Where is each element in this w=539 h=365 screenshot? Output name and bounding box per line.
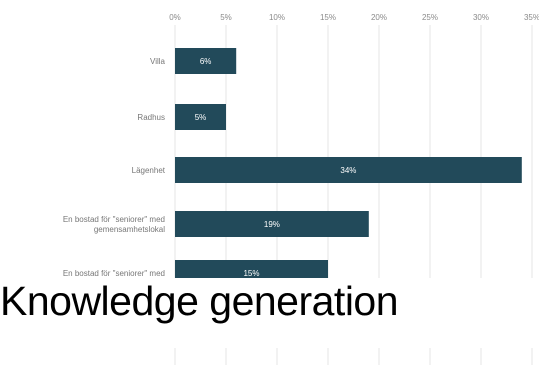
bar-value-label: 15%: [243, 269, 259, 278]
bar-value-label: 6%: [200, 57, 212, 66]
x-tick-label: 5%: [220, 13, 232, 22]
bars: [175, 48, 522, 286]
bar: [175, 48, 237, 74]
bar: [175, 211, 369, 237]
x-tick-label: 25%: [422, 13, 438, 22]
x-tick-label: 35%: [524, 13, 539, 22]
category-label: gemensamhetslokal: [94, 225, 165, 234]
x-tick-label: 0%: [169, 13, 181, 22]
bar: [175, 104, 226, 130]
x-tick-label: 30%: [473, 13, 489, 22]
grid-lines: [174, 25, 533, 365]
x-tick-label: 15%: [320, 13, 336, 22]
value-labels: 6% 5% 34% 19% 15%: [195, 57, 357, 278]
category-label: Radhus: [137, 113, 165, 122]
category-labels: Villa Radhus Lägenhet En bostad för "senior…: [63, 57, 166, 278]
category-label: Lägenhet: [132, 166, 166, 175]
overlay-band: [0, 278, 539, 348]
bar: [175, 157, 522, 183]
category-label: Villa: [150, 57, 166, 66]
bar-value-label: 34%: [340, 166, 356, 175]
x-tick-label: 20%: [371, 13, 387, 22]
x-tick-label: 10%: [269, 13, 285, 22]
bar-value-label: 5%: [195, 113, 207, 122]
category-label: En bostad för "seniorer" med: [63, 269, 165, 278]
x-axis-ticks: 0% 5% 10% 15% 20% 25% 30% 35%: [169, 13, 539, 22]
bar-value-label: 19%: [264, 220, 280, 229]
category-label: En bostad för "seniorer" med: [63, 215, 165, 224]
overlay-caption: Knowledge generation: [0, 278, 399, 324]
